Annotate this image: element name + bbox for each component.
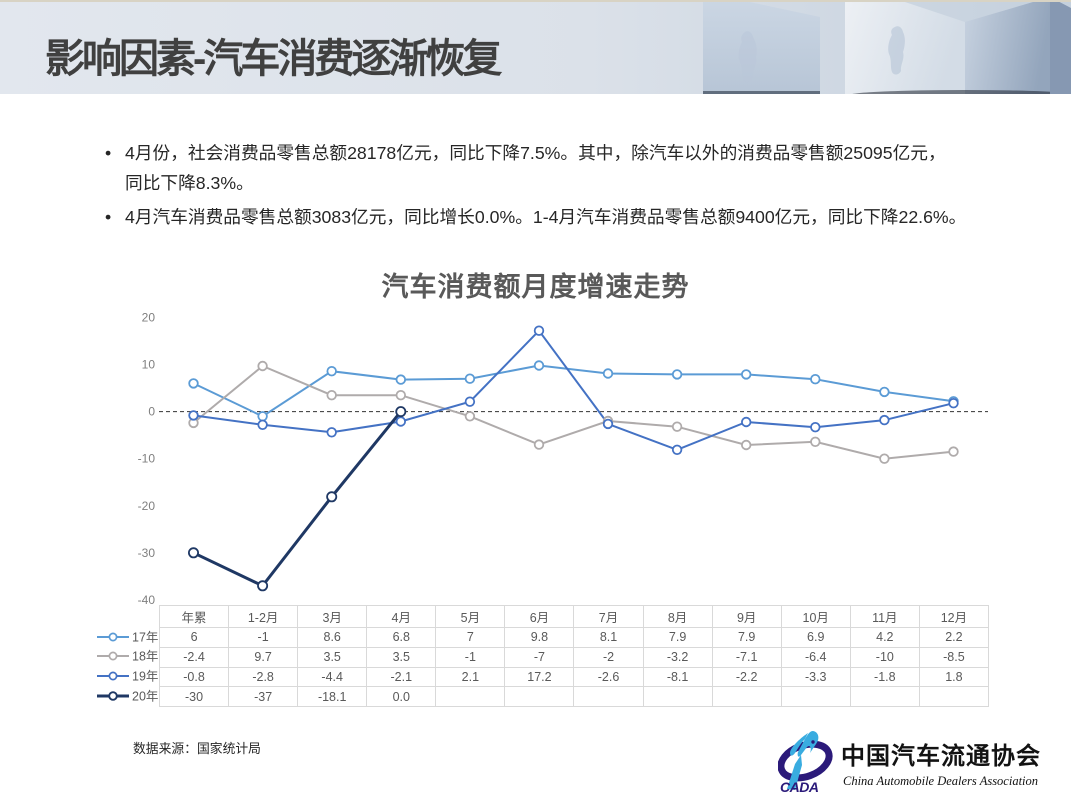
svg-text:10: 10 bbox=[142, 358, 156, 372]
svg-text:17年: 17年 bbox=[132, 630, 158, 644]
svg-text:18年: 18年 bbox=[132, 650, 158, 664]
svg-text:-30: -30 bbox=[138, 546, 156, 560]
svg-text:-40: -40 bbox=[138, 593, 156, 607]
svg-text:19年: 19年 bbox=[132, 670, 158, 684]
svg-text:20年: 20年 bbox=[132, 690, 158, 704]
svg-text:-10: -10 bbox=[138, 452, 156, 466]
svg-text:-20: -20 bbox=[138, 499, 156, 513]
svg-text:CADA: CADA bbox=[780, 779, 819, 793]
svg-text:20: 20 bbox=[142, 311, 156, 325]
svg-text:0: 0 bbox=[148, 405, 155, 419]
